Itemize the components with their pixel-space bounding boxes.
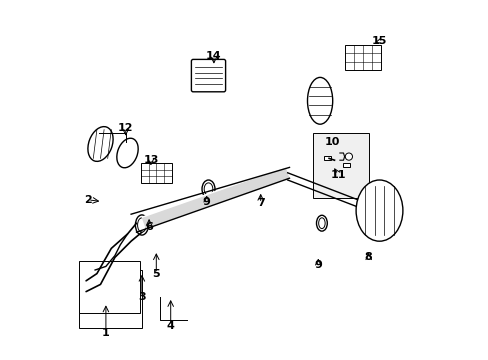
Bar (343, 163, 349, 167)
Text: 1: 1 (102, 328, 109, 338)
Text: 5: 5 (152, 269, 160, 279)
Ellipse shape (377, 195, 381, 226)
Text: 7: 7 (256, 198, 264, 208)
Text: 4: 4 (166, 321, 174, 331)
Ellipse shape (204, 183, 212, 195)
Ellipse shape (316, 215, 326, 231)
Ellipse shape (383, 195, 386, 226)
Bar (141, 163, 171, 183)
Ellipse shape (355, 180, 402, 241)
Text: 8: 8 (364, 252, 372, 262)
Bar (323, 156, 330, 160)
Ellipse shape (135, 215, 148, 235)
Text: 10: 10 (325, 137, 340, 147)
Text: 9: 9 (314, 260, 322, 270)
Text: 2: 2 (84, 195, 92, 205)
Ellipse shape (137, 218, 146, 232)
Ellipse shape (117, 138, 138, 168)
Text: 12: 12 (118, 123, 133, 133)
FancyBboxPatch shape (191, 59, 225, 92)
Text: 6: 6 (145, 222, 153, 232)
Ellipse shape (318, 218, 325, 229)
Bar (79, 261, 140, 313)
Ellipse shape (388, 195, 392, 226)
Text: 3: 3 (138, 292, 145, 302)
Bar (79, 270, 142, 328)
Text: 9: 9 (203, 197, 210, 207)
Ellipse shape (202, 180, 215, 198)
Text: 11: 11 (330, 170, 345, 180)
Bar (312, 133, 368, 198)
Circle shape (345, 153, 352, 160)
Text: 13: 13 (143, 155, 158, 165)
Ellipse shape (371, 195, 375, 226)
Text: 14: 14 (205, 51, 221, 61)
Ellipse shape (88, 127, 113, 161)
Bar (345, 45, 381, 70)
Text: 15: 15 (371, 36, 386, 46)
Ellipse shape (307, 77, 332, 124)
Ellipse shape (365, 195, 369, 226)
